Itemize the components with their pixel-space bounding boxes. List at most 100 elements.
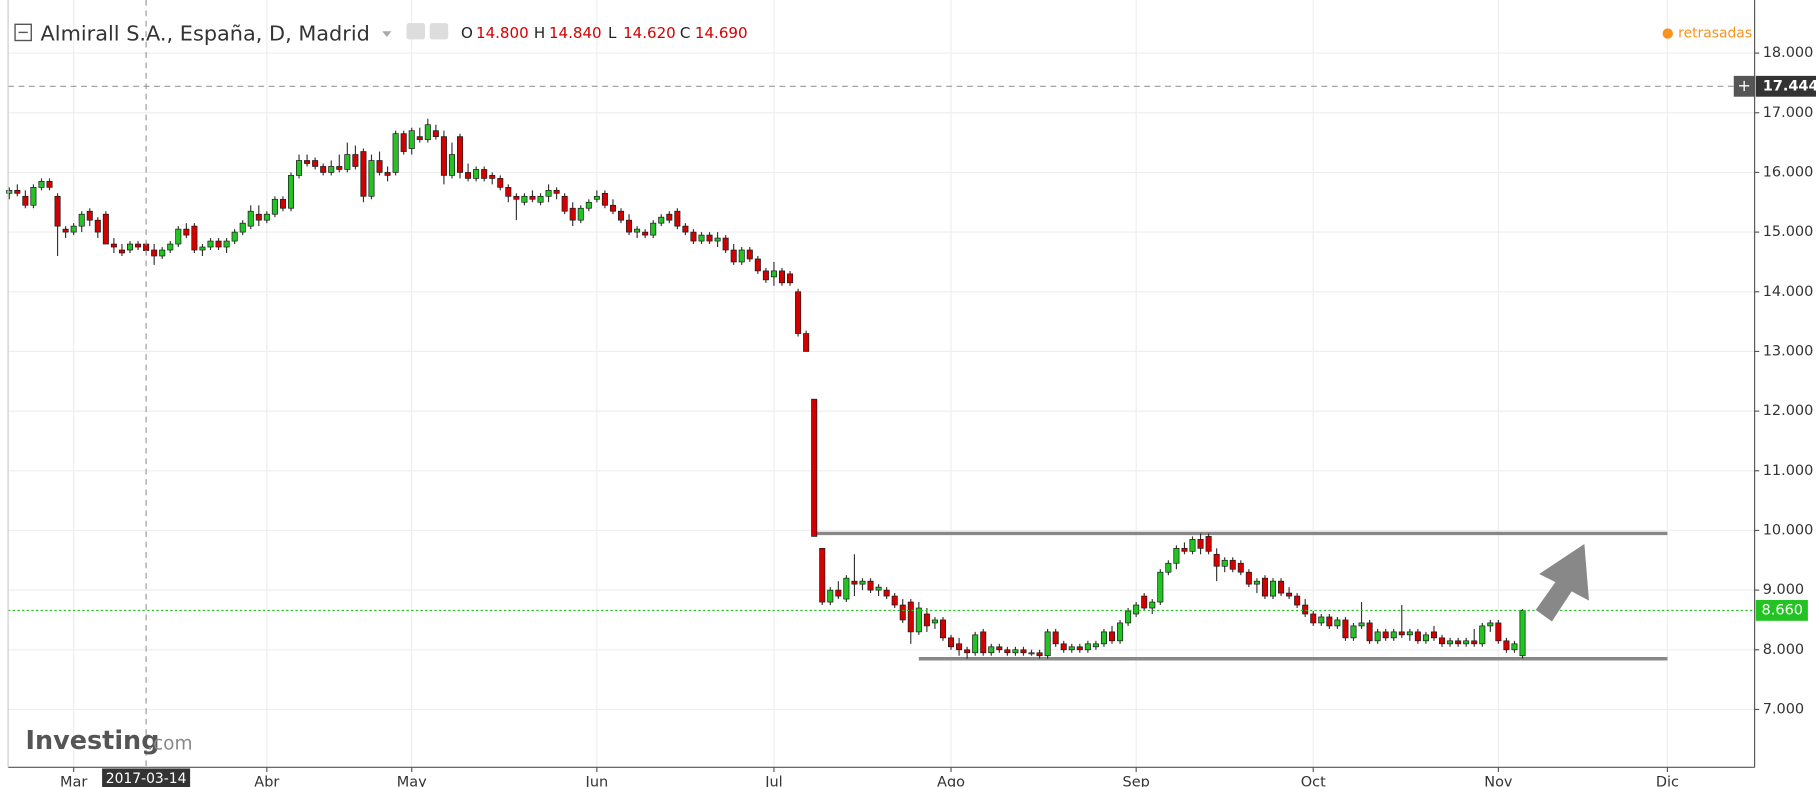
candle-body	[1229, 559, 1236, 570]
candle-body	[126, 243, 134, 251]
candle-body	[1213, 553, 1220, 567]
candle-body	[1036, 652, 1043, 657]
candle-body	[255, 213, 262, 221]
candle-body	[795, 291, 802, 334]
candle-body	[1060, 643, 1067, 651]
collapse-button[interactable]	[14, 23, 32, 42]
settings-icon[interactable]	[429, 23, 449, 40]
candle-body	[1117, 622, 1124, 642]
candle-body	[118, 249, 125, 254]
candle-body	[1430, 631, 1437, 639]
candle-body	[1076, 646, 1083, 651]
candle-body	[199, 246, 206, 251]
candle-body	[803, 333, 810, 352]
candle-body	[1503, 640, 1510, 651]
candle-body	[368, 160, 375, 197]
candle-body	[875, 586, 882, 591]
dropdown-caret[interactable]	[382, 31, 392, 38]
overlay: +17.444 2017-03-14 8.660	[8, 0, 1816, 787]
candle-body	[529, 195, 536, 200]
candle-body	[110, 243, 117, 248]
candle-body	[70, 225, 77, 233]
ohlc-label: L	[608, 24, 617, 42]
candle-body	[183, 228, 190, 236]
candle-body	[931, 619, 938, 624]
candle-body	[569, 207, 576, 221]
candle-body	[1318, 616, 1325, 624]
y-tick-label: 17.000	[1763, 105, 1814, 121]
candle-body	[94, 219, 101, 233]
candle-body	[312, 160, 319, 167]
candle-body	[1374, 631, 1381, 642]
candle-body	[376, 160, 383, 173]
x-tick-label: Jul	[764, 774, 782, 787]
y-tick-label: 13.000	[1763, 343, 1814, 359]
candle-body	[1197, 539, 1204, 549]
candle-body	[191, 225, 198, 251]
ohlc-value: 14.840	[549, 24, 602, 42]
x-tick-label: Dic	[1656, 774, 1679, 787]
eye-icon[interactable]	[406, 23, 426, 40]
candle-body	[78, 213, 85, 227]
status-text: retrasadas	[1678, 26, 1752, 42]
candle-body	[722, 237, 729, 251]
candle-body	[714, 237, 721, 242]
candle-body	[1165, 562, 1172, 573]
candle-body	[175, 228, 182, 245]
arrow	[1535, 543, 1589, 622]
candle-body	[489, 175, 496, 179]
x-tick-label: Mar	[60, 774, 87, 787]
x-tick-label: Oct	[1301, 774, 1326, 787]
candle-body	[1422, 634, 1429, 642]
candle-body	[22, 195, 29, 206]
candle-body	[859, 580, 866, 585]
y-tick-label: 14.000	[1763, 284, 1814, 300]
candle-body	[1020, 649, 1027, 654]
ohlc-legend: O 14.800 H 14.840 L 14.620 C 14.690	[461, 24, 748, 42]
candle-body	[787, 273, 794, 284]
candle-body	[1479, 625, 1486, 645]
candle-body	[271, 198, 278, 215]
candle-body	[1253, 580, 1260, 585]
x-tick-label: May	[397, 774, 427, 787]
candle-body	[46, 181, 53, 188]
candle-body	[215, 240, 222, 248]
candle-body	[151, 249, 158, 257]
candle-body	[1181, 547, 1188, 552]
candle-body	[1052, 631, 1059, 645]
candle-body	[440, 136, 447, 176]
candle-body	[1237, 562, 1244, 573]
candle-body	[1302, 604, 1309, 615]
crosshair-x-label: 2017-03-14	[106, 771, 187, 787]
candle-body	[537, 195, 544, 203]
ohlc-label: H	[534, 24, 545, 42]
candle-body	[1366, 622, 1373, 642]
candle-body	[1439, 637, 1446, 645]
candle-body	[811, 398, 818, 537]
candle-body	[609, 204, 616, 212]
x-tick-label: Ago	[937, 774, 965, 787]
candle-body	[851, 580, 858, 585]
candle-body	[1108, 631, 1116, 642]
candle-body	[617, 210, 625, 221]
candle-body	[1326, 616, 1333, 627]
y-tick-label: 18.000	[1763, 45, 1814, 61]
candle-body	[167, 243, 174, 251]
candle-body	[988, 646, 995, 654]
candle-body	[1382, 631, 1389, 639]
candle-body	[915, 607, 922, 633]
candle-body	[424, 124, 431, 140]
candle-body	[1358, 622, 1365, 627]
candle-body	[1398, 631, 1405, 636]
candle-body	[231, 231, 238, 242]
candle-body	[1447, 640, 1454, 645]
candle-body	[86, 210, 93, 221]
candle-body	[642, 231, 649, 236]
candle-body	[38, 181, 45, 188]
candle-body	[561, 195, 568, 212]
candle-body	[1068, 646, 1075, 651]
candle-body	[1261, 577, 1268, 597]
candle-body	[674, 210, 681, 227]
